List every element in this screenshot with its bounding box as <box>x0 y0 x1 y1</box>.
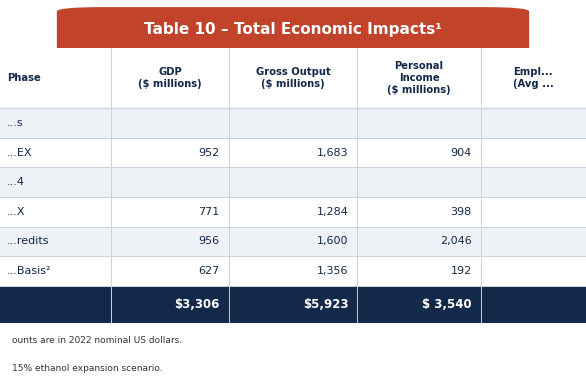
Text: 627: 627 <box>199 266 220 276</box>
Text: 1,356: 1,356 <box>317 266 349 276</box>
Text: 15% ethanol expansion scenario.: 15% ethanol expansion scenario. <box>12 364 162 373</box>
Text: 1,683: 1,683 <box>317 147 349 158</box>
Bar <box>0 48 586 108</box>
Bar <box>0 167 586 197</box>
Text: ...X: ...X <box>7 207 26 217</box>
Text: ounts are in 2022 nominal US dollars.: ounts are in 2022 nominal US dollars. <box>12 337 182 345</box>
Text: ...Basis²: ...Basis² <box>7 266 52 276</box>
Bar <box>0 197 586 227</box>
Bar <box>0 256 586 286</box>
Text: GDP
($ millions): GDP ($ millions) <box>138 67 202 89</box>
Bar <box>0 286 586 323</box>
Bar <box>0 108 586 138</box>
Text: 192: 192 <box>451 266 472 276</box>
Text: 398: 398 <box>451 207 472 217</box>
Text: $5,923: $5,923 <box>303 298 349 311</box>
Text: Gross Output
($ millions): Gross Output ($ millions) <box>255 67 331 89</box>
Text: 952: 952 <box>199 147 220 158</box>
Text: 956: 956 <box>199 236 220 246</box>
Text: Empl...
(Avg ...: Empl... (Avg ... <box>513 67 554 89</box>
Text: ...4: ...4 <box>7 177 25 187</box>
Text: ...EX: ...EX <box>7 147 33 158</box>
Text: 1,284: 1,284 <box>317 207 349 217</box>
Text: Table 10 – Total Economic Impacts¹: Table 10 – Total Economic Impacts¹ <box>144 22 442 37</box>
Text: $3,306: $3,306 <box>175 298 220 311</box>
Text: 904: 904 <box>451 147 472 158</box>
Text: 1,600: 1,600 <box>317 236 349 246</box>
Text: Phase: Phase <box>7 73 41 83</box>
Text: ...redits: ...redits <box>7 236 50 246</box>
Text: Personal
Income
($ millions): Personal Income ($ millions) <box>387 61 451 96</box>
Bar <box>0 227 586 256</box>
FancyBboxPatch shape <box>57 7 529 52</box>
Bar <box>0 138 586 167</box>
Text: 771: 771 <box>199 207 220 217</box>
Text: ...s: ...s <box>7 118 23 128</box>
Text: $ 3,540: $ 3,540 <box>422 298 472 311</box>
Text: 2,046: 2,046 <box>440 236 472 246</box>
